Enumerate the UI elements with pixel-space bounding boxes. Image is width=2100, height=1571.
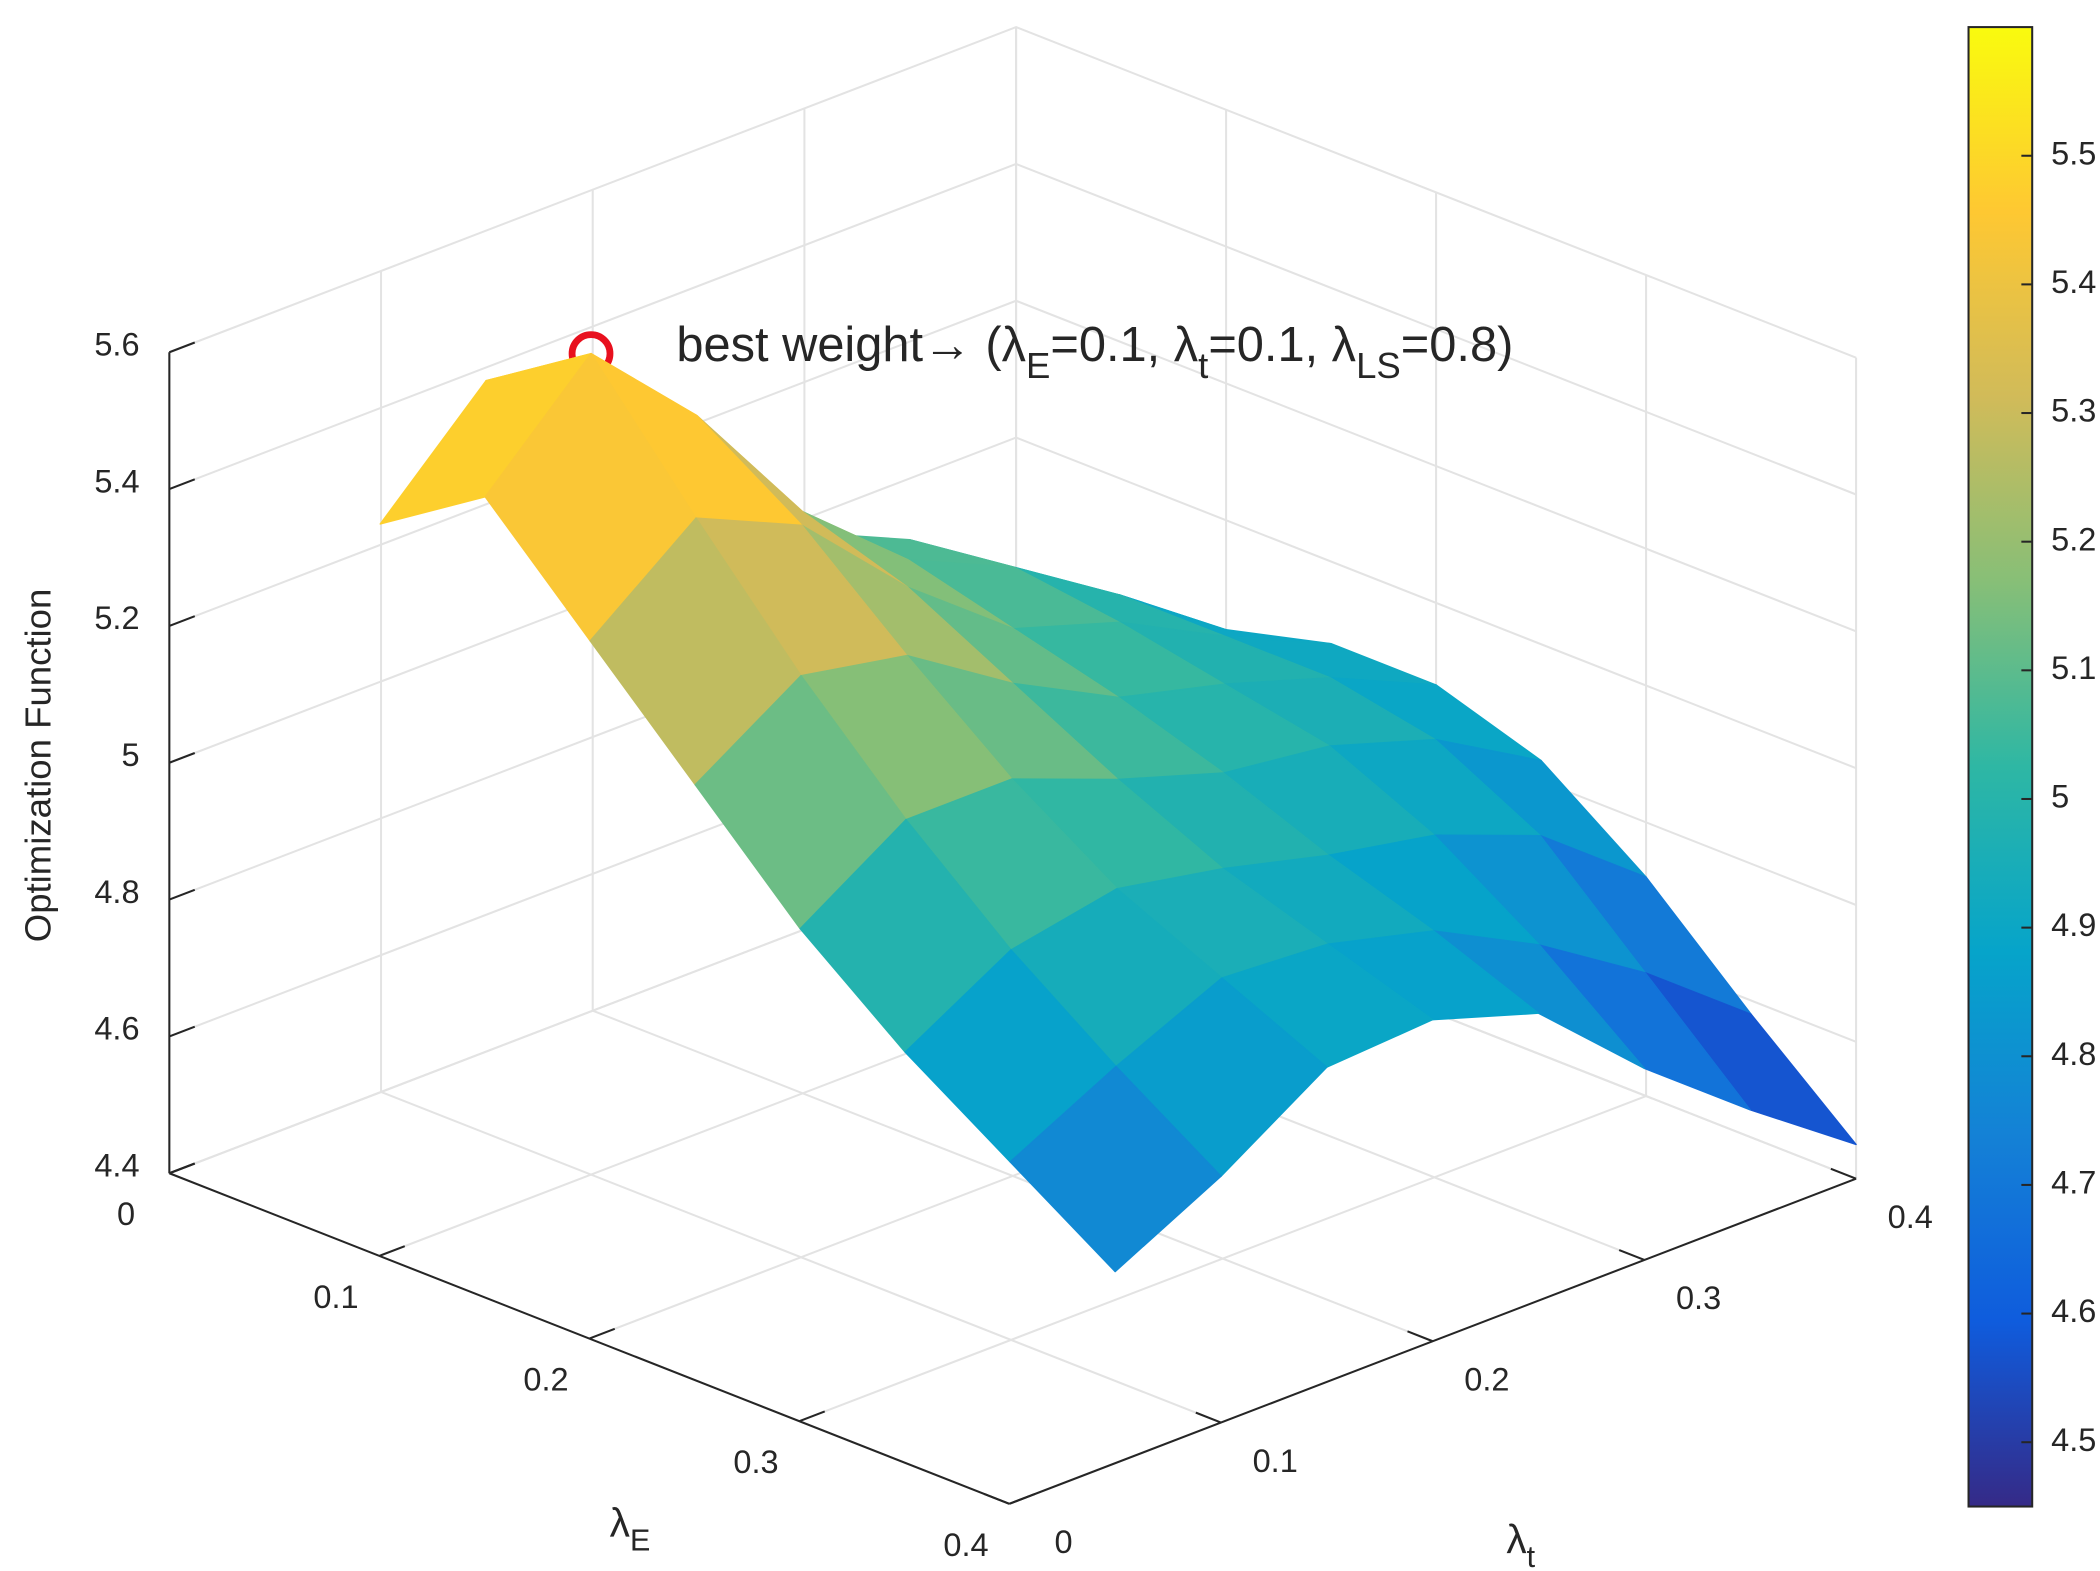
z-tick-label: 4.8 xyxy=(94,874,139,910)
colorbar-tick-label: 5.3 xyxy=(2051,393,2096,429)
annotation-part: =0.8) xyxy=(1401,318,1514,372)
colorbar-tick-label: 5.4 xyxy=(2051,264,2096,300)
x-tick-label: 0.3 xyxy=(733,1444,778,1480)
y-tick-label: 0.1 xyxy=(1253,1443,1298,1479)
annotation: best weight→ (λE=0.1, λt=0.1, λLS=0.8) xyxy=(676,318,1513,386)
x-tick-label: 0.2 xyxy=(523,1361,568,1397)
y-tick-label: 0.2 xyxy=(1464,1361,1509,1397)
y-axis-title-part: t xyxy=(1527,1540,1536,1571)
colorbar-tick-label: 5.5 xyxy=(2051,135,2096,171)
z-tick xyxy=(168,752,196,764)
y-tick xyxy=(1618,1249,1645,1261)
z-tick xyxy=(168,888,196,901)
annotation-part: t xyxy=(1198,345,1208,386)
y-tick-label: 0 xyxy=(1054,1524,1072,1560)
z-axis-title: Optimization Function xyxy=(17,589,58,943)
annotation-part: best weight→ (λ xyxy=(676,318,1026,372)
z-tick-label: 5.4 xyxy=(94,463,139,499)
x-axis xyxy=(168,1172,1010,1505)
y-axis-title-part: λ xyxy=(1506,1515,1526,1561)
x-axis-title-part: E xyxy=(630,1524,650,1558)
x-tick xyxy=(588,1327,616,1340)
z-tick xyxy=(168,615,196,627)
annotation-part: =0.1, λ xyxy=(1208,318,1356,372)
grid-line xyxy=(168,436,1857,770)
y-tick xyxy=(983,1492,1010,1505)
x-axis-title: λE xyxy=(610,1499,651,1557)
colorbar-tick-label: 5 xyxy=(2051,779,2069,815)
y-tick-label: 0.3 xyxy=(1676,1280,1721,1316)
grid-line xyxy=(168,162,1857,496)
x-tick xyxy=(798,1410,826,1423)
colorbar-tick-label: 5.2 xyxy=(2051,521,2096,557)
x-axis-title-part: λ xyxy=(610,1499,630,1545)
z-tick xyxy=(168,341,196,354)
y-tick xyxy=(1407,1330,1434,1343)
z-tick xyxy=(168,1025,196,1038)
x-tick xyxy=(378,1245,406,1257)
x-tick xyxy=(168,1162,196,1175)
y-tick xyxy=(1195,1411,1222,1424)
x-tick-label: 0 xyxy=(117,1196,135,1232)
annotation-part: LS xyxy=(1356,345,1401,386)
colorbar xyxy=(1967,26,2034,1508)
z-tick-label: 5.2 xyxy=(94,600,139,636)
plot-area: 4.4 4.6 4.8 5 5.2 5.4 5.6 0 0.1 0.2 0.3 0.4 0 0.1 0.2 0… xyxy=(17,26,2096,1571)
y-tick xyxy=(1830,1167,1857,1180)
colorbar-tick-label: 5.1 xyxy=(2051,650,2096,686)
surface-patch xyxy=(1009,1065,1222,1273)
colorbar-tick-label: 4.5 xyxy=(2051,1422,2096,1458)
colorbar-tick-label: 4.8 xyxy=(2051,1036,2096,1072)
x-tick xyxy=(1008,1493,1036,1505)
x-tick-label: 0.4 xyxy=(943,1527,988,1563)
grid-line xyxy=(168,299,1857,633)
y-tick-label: 0.4 xyxy=(1888,1199,1933,1235)
z-tick xyxy=(168,478,196,491)
colorbar-tick-label: 4.7 xyxy=(2051,1165,2096,1201)
z-tick-label: 4.4 xyxy=(94,1147,139,1183)
annotation-part: =0.1, λ xyxy=(1050,318,1198,372)
grid-line xyxy=(168,26,1857,359)
z-tick-label: 5.6 xyxy=(94,326,139,362)
x-tick-label: 0.1 xyxy=(313,1279,358,1315)
z-tick-label: 4.6 xyxy=(94,1011,139,1047)
colorbar-tick-label: 4.9 xyxy=(2051,907,2096,943)
colorbar-tick-label: 4.6 xyxy=(2051,1293,2096,1329)
y-axis-title: λt xyxy=(1506,1515,1535,1571)
annotation-part: E xyxy=(1026,345,1050,386)
z-tick-label: 5 xyxy=(121,737,139,773)
